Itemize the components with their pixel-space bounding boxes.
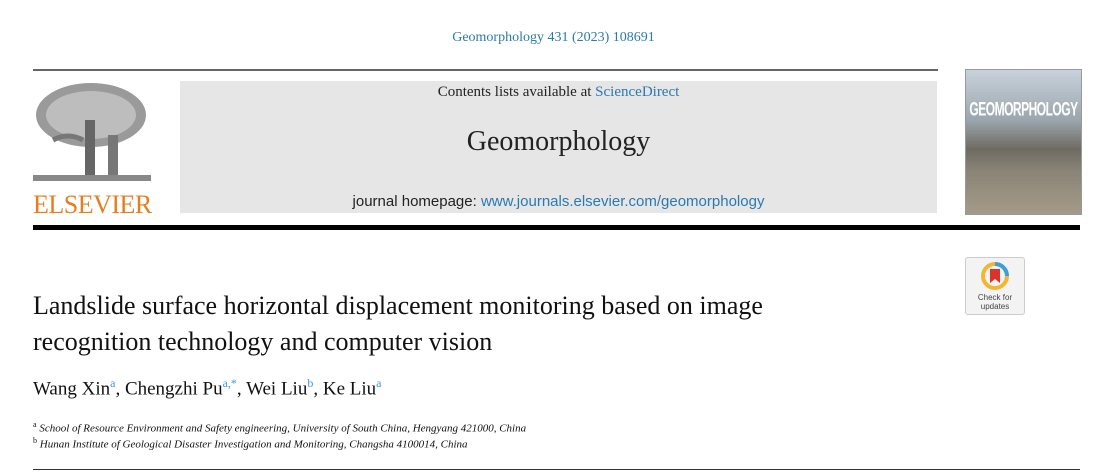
journal-title: Geomorphology <box>466 126 651 157</box>
separator: , <box>313 378 323 400</box>
affiliation-text: School of Resource Environment and Safet… <box>39 422 527 435</box>
sciencedirect-link[interactable]: ScienceDirect <box>595 84 680 100</box>
title-line-2: recognition technology and computer visi… <box>33 327 493 356</box>
separator: , <box>115 378 125 400</box>
homepage-line: journal homepage: www.journals.elsevier.… <box>180 193 937 210</box>
affiliation-mark: b <box>33 436 37 445</box>
homepage-prefix: journal homepage: <box>352 193 481 210</box>
author-affiliation-mark[interactable]: b <box>307 376 314 390</box>
journal-cover-image[interactable]: GEOMORPHOLOGY <box>965 69 1082 215</box>
affiliation-mark: a <box>33 420 37 429</box>
author[interactable]: Ke Liu <box>322 378 377 400</box>
check-updates-line2: updates <box>980 302 1010 311</box>
check-updates-icon <box>981 262 1009 290</box>
title-line-1: Landslide surface horizontal displacemen… <box>33 291 763 320</box>
affiliation-text: Hunan Institute of Geological Disaster I… <box>39 438 468 451</box>
author-affiliation-mark[interactable]: a <box>110 376 116 390</box>
author-affiliation-mark[interactable]: a <box>376 376 382 390</box>
author[interactable]: Wei Liu <box>246 378 308 400</box>
affiliation: b Hunan Institute of Geological Disaster… <box>33 436 468 451</box>
article-title: Landslide surface horizontal displacemen… <box>33 288 763 360</box>
homepage-link[interactable]: www.journals.elsevier.com/geomorphology <box>480 193 765 210</box>
divider <box>33 69 938 71</box>
separator: , <box>236 378 247 400</box>
citation[interactable]: Geomorphology 431 (2023) 108691 <box>452 30 655 45</box>
author[interactable]: Chengzhi Pu <box>124 378 223 400</box>
author-list: Wang Xina, Chengzhi Pua,*, Wei Liub, Ke … <box>33 376 381 400</box>
contents-line: Contents lists available at ScienceDirec… <box>180 84 937 101</box>
elsevier-tree-logo <box>33 80 151 213</box>
author[interactable]: Wang Xin <box>33 378 111 400</box>
journal-banner: Contents lists available at ScienceDirec… <box>180 81 937 213</box>
elsevier-wordmark: ELSEVIER <box>33 190 152 219</box>
divider <box>33 469 1080 470</box>
affiliation: a School of Resource Environment and Saf… <box>33 420 526 435</box>
cover-title: GEOMORPHOLOGY <box>969 97 1078 121</box>
check-updates-line1: Check for <box>977 293 1013 302</box>
header-rule <box>33 225 1080 230</box>
contents-prefix: Contents lists available at <box>437 84 596 100</box>
author-affiliation-mark[interactable]: a,* <box>222 376 237 390</box>
check-for-updates-button[interactable]: Check for updates <box>965 257 1025 315</box>
